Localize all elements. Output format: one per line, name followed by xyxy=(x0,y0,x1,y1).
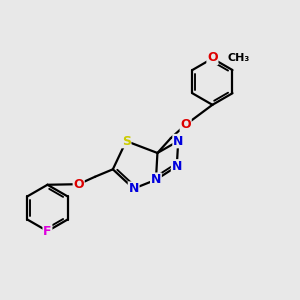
Text: CH₃: CH₃ xyxy=(228,53,250,63)
Text: S: S xyxy=(122,135,131,148)
Text: N: N xyxy=(128,182,139,195)
Text: F: F xyxy=(43,225,52,238)
Text: N: N xyxy=(151,173,161,186)
Text: O: O xyxy=(207,51,218,64)
Text: O: O xyxy=(180,118,191,131)
Text: N: N xyxy=(172,160,182,173)
Text: N: N xyxy=(173,135,183,148)
Text: O: O xyxy=(74,178,84,191)
